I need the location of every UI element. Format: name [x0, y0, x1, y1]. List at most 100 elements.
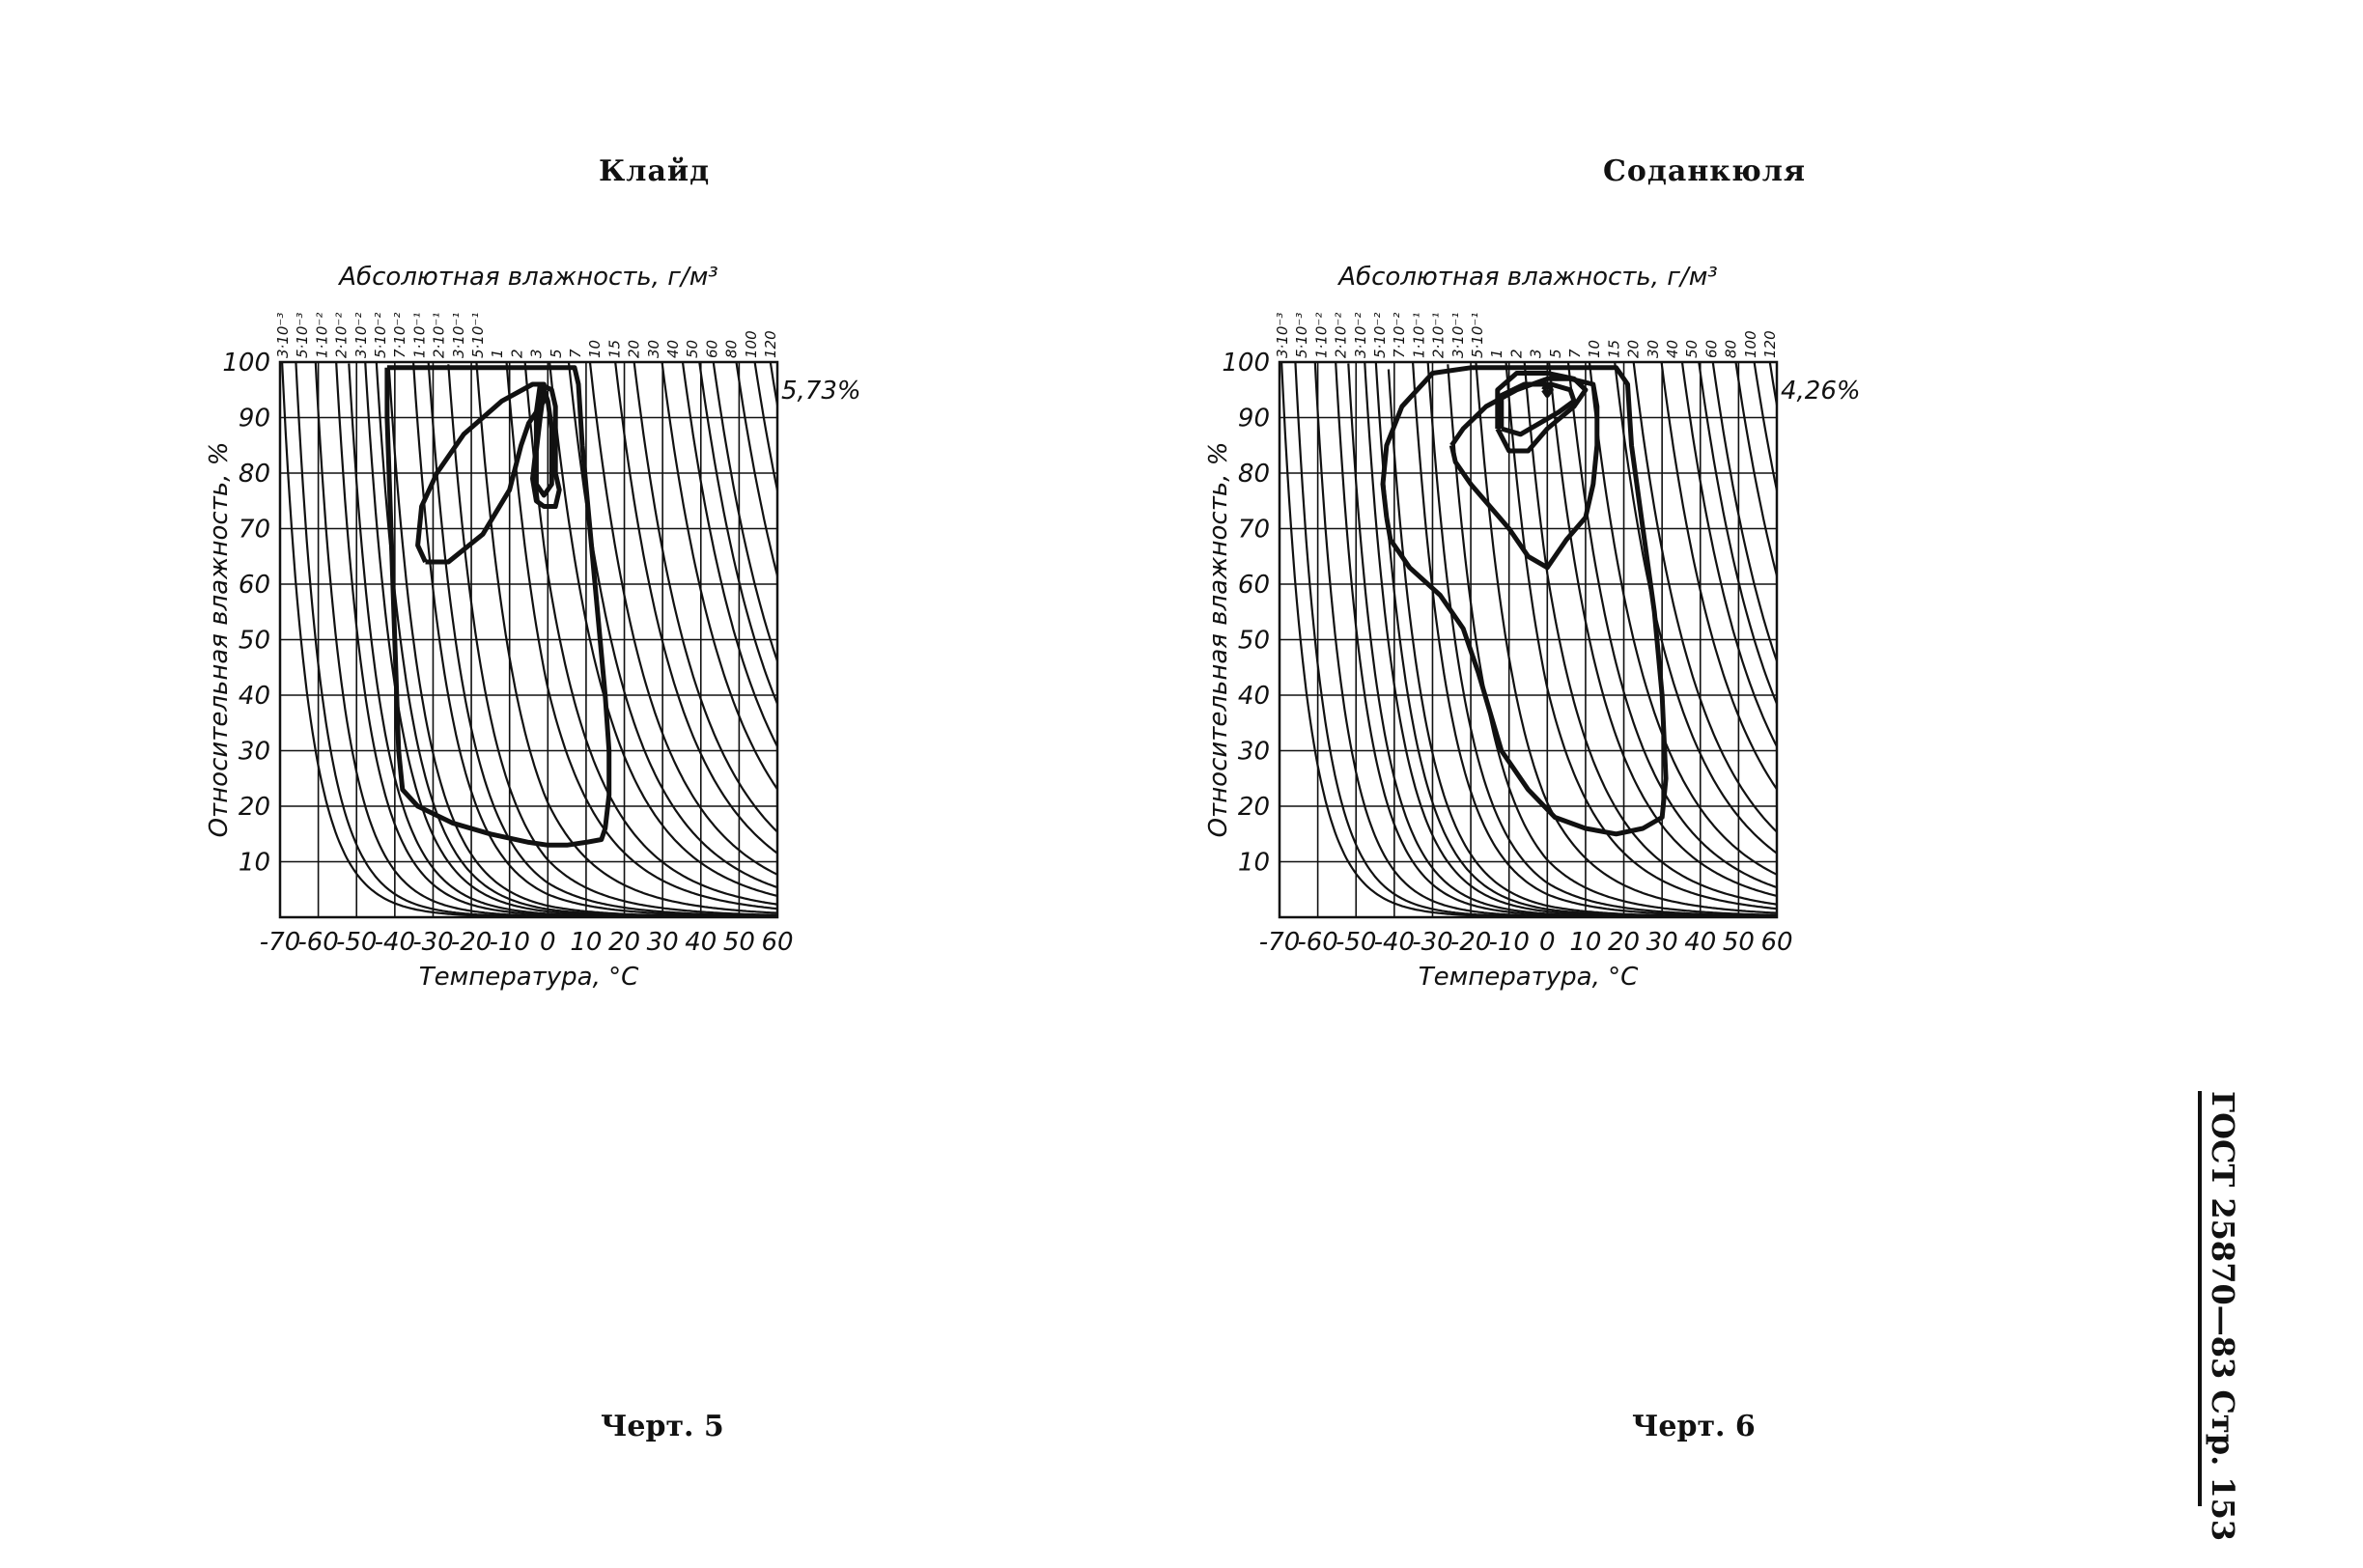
- y-tick-label: 40: [1238, 682, 1270, 711]
- plot-frame: [278, 360, 779, 919]
- x-tick-label: -40: [1374, 928, 1415, 957]
- humidity-label: 5: [1547, 349, 1564, 358]
- isoline: [1711, 362, 1777, 665]
- top-axis-label: Абсолютная влажность, г/м³: [337, 263, 717, 292]
- y-tick-label: 20: [1238, 793, 1270, 822]
- annotation-percent: 4,26%: [1781, 377, 1861, 406]
- humidity-label: 60: [703, 340, 720, 358]
- x-tick-label: -70: [260, 928, 300, 957]
- x-tick-label: 50: [723, 928, 755, 957]
- contour-series-5: [1541, 381, 1554, 398]
- chart-sodankyla: -70-60-50-40-30-20-10 0 10 20 30 40 50 60102030…: [1204, 263, 1861, 992]
- y-tick-label: 10: [1238, 849, 1270, 878]
- isoline: [335, 362, 777, 917]
- humidity-label: 5·10⁻¹: [1469, 313, 1486, 358]
- top-axis-label: Абсолютная влажность, г/м³: [1336, 263, 1717, 292]
- y-tick-label: 30: [239, 738, 270, 767]
- isoline: [1335, 362, 1777, 917]
- humidity-label: 2·10⁻¹: [431, 313, 448, 358]
- humidity-label: 60: [1702, 340, 1720, 358]
- contour-series-1: [384, 365, 612, 848]
- isoline: [1632, 362, 1777, 834]
- humidity-label: 5·10⁻¹: [469, 313, 487, 358]
- side-rule: [2198, 1091, 2202, 1506]
- y-tick-label: 30: [1238, 738, 1270, 767]
- x-tick-label: 20: [1608, 928, 1640, 957]
- x-tick-label: 50: [1723, 928, 1755, 957]
- x-tick-label: -50: [336, 928, 377, 957]
- y-tick-label: 60: [1238, 571, 1270, 600]
- x-tick-label: -30: [412, 928, 453, 957]
- humidity-label: 120: [762, 330, 779, 358]
- isoline: [1475, 362, 1777, 914]
- x-tick-label: 40: [1684, 928, 1716, 957]
- isoline: [1614, 362, 1777, 855]
- isoline: [1523, 362, 1777, 906]
- x-tick-label: 0: [1539, 928, 1556, 957]
- isoline: [548, 362, 777, 898]
- humidity-label: 3: [528, 349, 546, 358]
- humidity-label: 30: [1645, 340, 1662, 358]
- caption-chart-6: Черт. 6: [1632, 1410, 1756, 1443]
- humidity-label: 5·10⁻²: [372, 313, 389, 358]
- plot-frame: [1278, 360, 1779, 919]
- caption-chart-5: Черт. 5: [601, 1410, 724, 1443]
- isoline: [588, 362, 777, 877]
- y-tick-label: 40: [239, 682, 270, 711]
- contour-series-1: [1380, 365, 1669, 837]
- isoline: [1364, 362, 1777, 917]
- humidity-label: 1·10⁻²: [1312, 313, 1330, 358]
- humidity-label: 15: [1605, 340, 1622, 358]
- isoline: [1426, 362, 1777, 917]
- x-axis-label: Температура, °С: [1419, 963, 1639, 992]
- isoline: [661, 362, 777, 792]
- humidity-label: 3·10⁻¹: [450, 313, 467, 358]
- x-tick-label: -60: [1297, 928, 1337, 957]
- y-tick-label: 70: [1238, 516, 1270, 545]
- isoline: [1768, 362, 1777, 411]
- y-tick-label: 60: [239, 571, 270, 600]
- humidity-label: 20: [626, 340, 643, 358]
- x-tick-label: 10: [1569, 928, 1601, 957]
- contour-series-4: [533, 388, 554, 498]
- humidity-label: 7·10⁻²: [1391, 313, 1408, 358]
- humidity-label: 2: [1507, 349, 1525, 358]
- humidity-label: 1·10⁻²: [313, 313, 330, 358]
- isoline: [735, 362, 777, 580]
- humidity-label: 80: [1723, 340, 1740, 358]
- contour-series-4: [1499, 381, 1577, 437]
- isoline: [447, 364, 777, 916]
- humidity-label: 5·10⁻³: [1293, 313, 1310, 358]
- isoline: [427, 362, 777, 917]
- x-tick-label: -20: [1450, 928, 1491, 957]
- x-tick-label: 40: [685, 928, 717, 957]
- y-axis-label: Относительная влажность, %: [1204, 442, 1233, 838]
- gost-page-label: ГОСТ 25870—83 Стр. 153: [2205, 1091, 2241, 1542]
- x-tick-label: 30: [647, 928, 679, 957]
- humidity-label: 3: [1528, 349, 1545, 358]
- humidity-label: 30: [645, 340, 662, 358]
- humidity-label: 7: [567, 349, 584, 358]
- isoline: [753, 362, 777, 496]
- humidity-label: 2·10⁻¹: [1430, 313, 1448, 358]
- y-tick-label: 80: [1238, 460, 1270, 489]
- isoline: [1447, 364, 1777, 916]
- x-tick-label: -20: [451, 928, 492, 957]
- absolute-humidity-isolines: [1280, 362, 1777, 917]
- isoline: [614, 362, 777, 855]
- humidity-label: 40: [664, 340, 682, 358]
- humidity-label: 50: [684, 340, 701, 358]
- humidity-label: 1: [489, 349, 506, 358]
- isoline: [633, 362, 777, 834]
- x-tick-label: -30: [1412, 928, 1452, 957]
- x-tick-label: -60: [297, 928, 338, 957]
- humidity-label: 10: [1586, 340, 1603, 358]
- humidity-label: 5·10⁻²: [1371, 313, 1389, 358]
- climate-contours: [384, 365, 612, 848]
- chart-title-right: Соданкюля: [1603, 154, 1807, 188]
- y-tick-label: 20: [239, 793, 270, 822]
- y-tick-label: 50: [1238, 627, 1270, 656]
- y-tick-label: 90: [239, 405, 270, 434]
- y-tick-label: 100: [222, 349, 270, 378]
- humidity-label: 15: [605, 340, 623, 358]
